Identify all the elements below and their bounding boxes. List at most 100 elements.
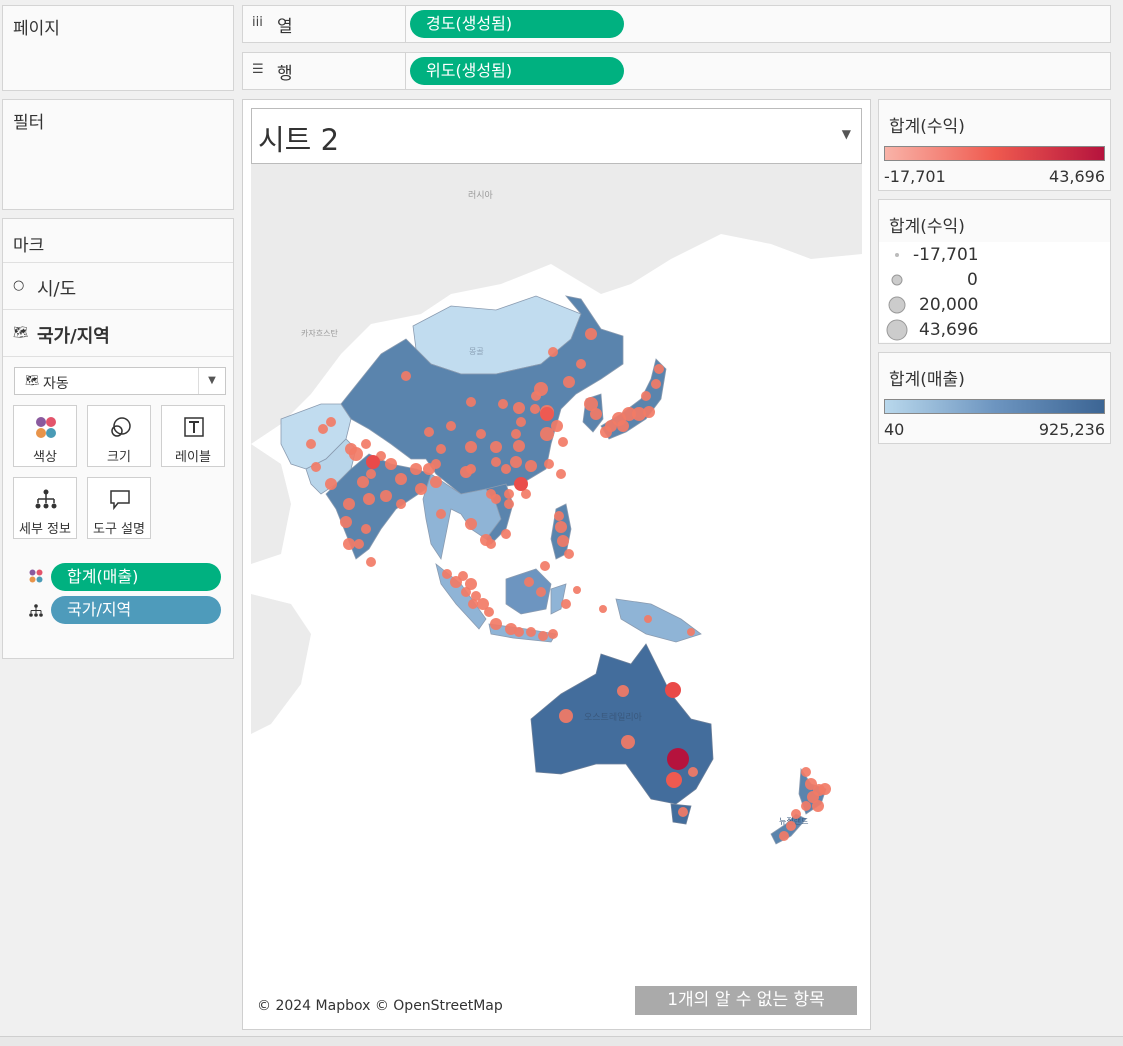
map-point xyxy=(622,407,636,421)
map-point xyxy=(540,407,554,421)
map-point xyxy=(476,429,486,439)
profit-color-legend[interactable]: 합계(수익) -17,701 43,696 xyxy=(878,99,1111,191)
columns-label: 열 xyxy=(277,17,293,37)
map-point xyxy=(585,328,597,340)
size-icon xyxy=(111,417,131,437)
legend-max: 925,236 xyxy=(1038,420,1105,439)
map-point xyxy=(465,441,477,453)
pages-title: 페이지 xyxy=(13,19,60,39)
map-point xyxy=(465,578,477,590)
map-point xyxy=(584,397,598,411)
label-button[interactable]: 레이블 xyxy=(161,405,225,467)
map-point xyxy=(599,605,607,613)
map-point xyxy=(551,420,563,432)
map-point xyxy=(600,426,612,438)
map-svg[interactable]: 러시아 카자흐스탄 몽골 오스트레일리아 뉴질랜드 xyxy=(251,164,862,1021)
map-point xyxy=(431,459,441,469)
sales-color-pill[interactable]: 합계(매출) xyxy=(51,563,221,591)
map-point xyxy=(491,457,501,467)
longitude-pill[interactable]: 경도(생성됨) xyxy=(410,10,624,38)
map-point xyxy=(514,627,524,637)
map-point xyxy=(554,511,564,521)
color-button[interactable]: 색상 xyxy=(13,405,77,467)
map-point xyxy=(513,440,525,452)
profit-circle-marks-strong[interactable] xyxy=(366,407,689,788)
tooltip-button[interactable]: 도구 설명 xyxy=(87,477,151,539)
map-point xyxy=(343,498,355,510)
map-point xyxy=(678,807,688,817)
size-legend-items: -17,701 0 20,000 43,696 xyxy=(879,242,1110,342)
map-point xyxy=(559,709,573,723)
map-point xyxy=(396,499,406,509)
map-point xyxy=(354,539,364,549)
country-indonesia-sulawesi xyxy=(550,583,567,615)
map-canvas[interactable]: 러시아 카자흐스탄 몽골 오스트레일리아 뉴질랜드 xyxy=(251,164,862,1021)
size-legend-item: 20,000 xyxy=(919,295,979,315)
map-point xyxy=(415,483,427,495)
map-point xyxy=(812,800,824,812)
unknown-items-indicator[interactable]: 1개의 알 수 없는 항목 xyxy=(635,986,857,1015)
legend-title: 합계(매출) xyxy=(889,370,965,390)
map-point xyxy=(786,821,796,831)
map-point xyxy=(654,364,664,374)
legend-title: 합계(수익) xyxy=(889,117,965,137)
sheet-tab-bar[interactable] xyxy=(0,1036,1123,1046)
basemap-land xyxy=(251,594,311,734)
mark-type-dropdown[interactable]: 🗺 자동 ▼ xyxy=(14,367,226,395)
map-point xyxy=(514,477,528,491)
map-point xyxy=(361,439,371,449)
map-point xyxy=(801,767,811,777)
map-point xyxy=(563,376,575,388)
rows-shelf[interactable]: ☰ 행 위도(생성됨) xyxy=(242,52,1111,90)
map-label-russia: 러시아 xyxy=(468,190,494,201)
columns-icon: iii xyxy=(252,15,263,30)
map-point xyxy=(641,391,651,401)
country-detail-pill[interactable]: 국가/지역 xyxy=(51,596,221,624)
map-point xyxy=(366,557,376,567)
map-point xyxy=(436,444,446,454)
map-point xyxy=(526,627,536,637)
profit-circle-marks[interactable] xyxy=(306,328,831,841)
map-point xyxy=(667,748,689,770)
map-point xyxy=(410,463,422,475)
mark-layer-label: 국가/지역 xyxy=(37,326,110,347)
sales-color-legend[interactable]: 합계(매출) 40 925,236 xyxy=(878,352,1111,444)
size-button[interactable]: 크기 xyxy=(87,405,151,467)
filters-title: 필터 xyxy=(13,113,45,133)
map-point xyxy=(325,478,337,490)
map-point xyxy=(477,598,489,610)
map-point xyxy=(491,494,501,504)
map-point xyxy=(458,571,468,581)
map-point xyxy=(665,682,681,698)
map-point xyxy=(306,439,316,449)
latitude-pill[interactable]: 위도(생성됨) xyxy=(410,57,624,85)
map-point xyxy=(510,456,522,468)
basemap-land xyxy=(251,164,862,444)
chevron-down-icon[interactable]: ▼ xyxy=(841,127,851,141)
map-point xyxy=(343,538,355,550)
country-australia xyxy=(530,643,714,805)
map-point xyxy=(504,489,514,499)
sheet-title-box[interactable]: 시트 2 ▼ xyxy=(251,108,862,164)
map-point xyxy=(511,429,521,439)
map-point xyxy=(573,586,581,594)
circle-mark-icon: ○ xyxy=(13,278,25,293)
map-attribution[interactable]: © 2024 Mapbox © OpenStreetMap xyxy=(257,998,503,1014)
map-label-mongolia: 몽골 xyxy=(469,347,484,356)
map-point xyxy=(558,437,568,447)
map-point xyxy=(326,417,336,427)
columns-shelf[interactable]: iii 열 경도(생성됨) xyxy=(242,5,1111,43)
mark-type-value: 자동 xyxy=(43,376,69,392)
profit-size-legend[interactable]: 합계(수익) -17,701 0 20,000 43,696 xyxy=(878,199,1111,344)
mark-layer-province[interactable]: ○ 시/도 xyxy=(3,263,233,310)
mark-layer-country[interactable]: 🗺 국가/지역 xyxy=(3,310,233,357)
detail-button[interactable]: 세부 정보 xyxy=(13,477,77,539)
filters-shelf[interactable]: 필터 xyxy=(2,99,234,210)
map-point xyxy=(366,469,376,479)
map-label-australia: 오스트레일리아 xyxy=(584,712,643,723)
map-point xyxy=(632,407,646,421)
pages-shelf[interactable]: 페이지 xyxy=(2,5,234,91)
map-point xyxy=(524,577,534,587)
chevron-down-icon[interactable]: ▼ xyxy=(198,368,225,394)
map-point xyxy=(446,421,456,431)
